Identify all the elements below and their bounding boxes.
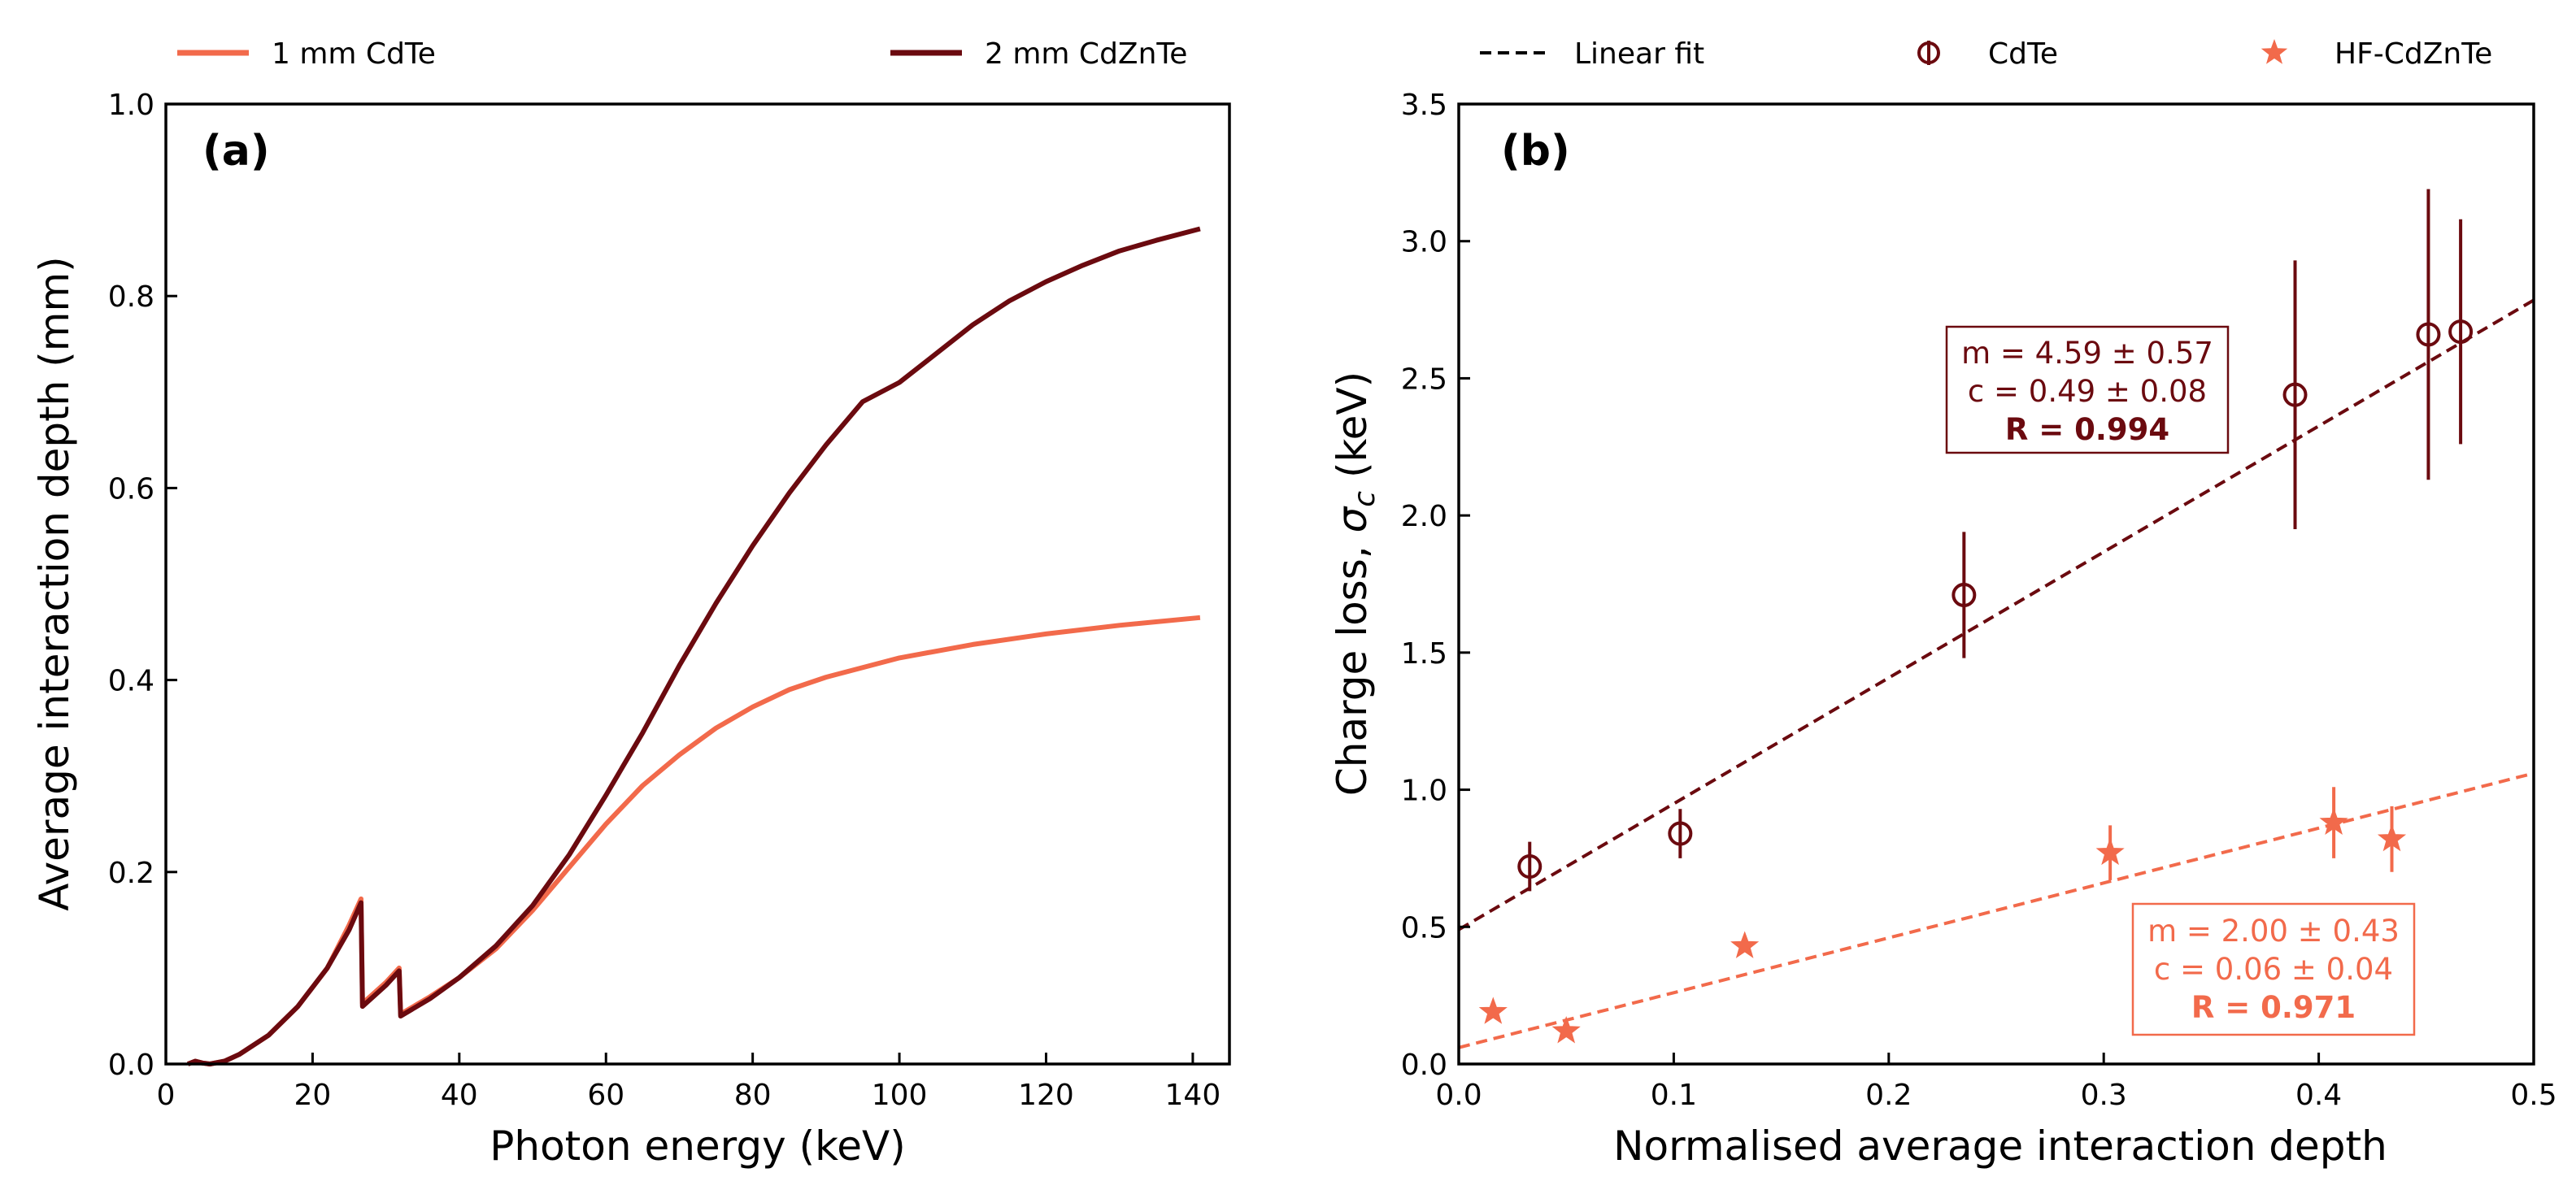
- fit-box-cdte-frame: [1945, 325, 2230, 454]
- legend-label-hf: HF-CdZnTe: [2334, 37, 2492, 71]
- legend-label-cdte: 1 mm CdTe: [272, 37, 436, 71]
- data-point-hf: [1551, 1016, 1581, 1044]
- x-tick-label-b: 0.1: [1651, 1079, 1697, 1112]
- curves-a: [187, 226, 1201, 1066]
- data-point-cdte: [1668, 821, 1693, 846]
- y-tick-label-a: 0.0: [108, 1049, 154, 1082]
- x-tick-label-b: 0.3: [2081, 1079, 2127, 1112]
- y-axis-title-a: Average interaction depth (mm): [31, 256, 78, 910]
- x-tick-label-b: 0.4: [2295, 1079, 2342, 1112]
- data-point-hf: [1478, 997, 1508, 1024]
- legend-label-fit: Linear fit: [1574, 37, 1704, 71]
- panel-label-a: (a): [202, 127, 270, 176]
- panel-b: Linear fit CdTe HF-CdZnTe 0.0 0.1 0.2 0.3 0.…: [1329, 37, 2557, 1170]
- fit-box-hf: m = 2.00 ± 0.43 c = 0.06 ± 0.04 R = 0.97…: [2131, 902, 2416, 1036]
- fit-box-cdte-r: R = 0.994: [2005, 412, 2169, 447]
- data-b: [1457, 189, 2535, 1049]
- data-point-cdte: [1517, 854, 1543, 879]
- data-point-cdte: [2448, 319, 2474, 345]
- ticks-b: 0.0 0.1 0.2 0.3 0.4 0.5 0.0 0.5 1.0 1.5 2.0 2.5 3.0 3…: [1401, 89, 2557, 1112]
- legend-marker-cdte: [1917, 41, 1940, 65]
- data-point-hf: [2095, 837, 2125, 866]
- x-axis-title-b: Normalised average interaction depth: [1613, 1123, 2387, 1170]
- panel-label-b: (b): [1501, 127, 1570, 176]
- data-point-cdte: [1952, 582, 1977, 607]
- plot-area-b: 0.0 0.1 0.2 0.3 0.4 0.5 0.0 0.5 1.0 1.5 2.0 2.5 3.0 3…: [1401, 89, 2557, 1112]
- x-axis-title-a: Photon energy (keV): [490, 1123, 905, 1170]
- panel-a: 1 mm CdTe 2 mm CdZnTe 0 20 40 60 80 100 120 140…: [31, 37, 1231, 1170]
- fit-box-hf-frame: [2131, 902, 2416, 1036]
- legend-circle: [1917, 41, 1940, 64]
- axes-frame-a: [164, 102, 1231, 1066]
- y-tick-label-b: 0.0: [1401, 1049, 1447, 1082]
- y-tick-label-b: 3.5: [1401, 89, 1447, 122]
- x-tick-label-a: 100: [872, 1079, 928, 1112]
- y-tick-label-a: 0.6: [108, 472, 154, 506]
- y-axis-title-b: Charge loss, σc (keV): [1329, 371, 1382, 796]
- y-tick-label-b: 3.0: [1401, 226, 1447, 259]
- fit-box-cdte-m: m = 4.59 ± 0.57: [1961, 336, 2213, 371]
- ticks-a: 0 20 40 60 80 100 120 140 0.0 0.2 0.4 0.6 0.8 1.0: [108, 89, 1221, 1112]
- x-tick-label-b: 0.0: [1435, 1079, 1482, 1112]
- x-tick-label-a: 120: [1018, 1079, 1074, 1112]
- y-tick-label-b: 2.0: [1401, 500, 1447, 533]
- y-tick-label-b: 1.5: [1401, 637, 1447, 671]
- axes-frame-b: [1457, 102, 2535, 1066]
- fit-box-hf-m: m = 2.00 ± 0.43: [2147, 914, 2400, 949]
- y-tick-label-a: 0.4: [108, 665, 154, 698]
- legend-a: 1 mm CdTe 2 mm CdZnTe: [177, 37, 1187, 71]
- fit-box-hf-r: R = 0.971: [2191, 990, 2356, 1025]
- fit-box-hf-c: c = 0.06 ± 0.04: [2154, 952, 2393, 987]
- data-point-hf: [2319, 807, 2348, 835]
- y-tick-label-b: 0.5: [1401, 911, 1447, 945]
- series-line-cdte: [187, 615, 1201, 1066]
- plot-area-a: 0 20 40 60 80 100 120 140 0.0 0.2 0.4 0.6 0.8 1.0 (a): [108, 89, 1231, 1112]
- fit-box-cdte: m = 4.59 ± 0.57 c = 0.49 ± 0.08 R = 0.99…: [1945, 325, 2230, 454]
- legend-marker-hf: [2261, 39, 2288, 64]
- series-line-czt: [187, 226, 1201, 1066]
- x-tick-label-a: 0: [157, 1079, 176, 1112]
- legend-star: [2261, 39, 2288, 64]
- legend-label-czt: 2 mm CdZnTe: [985, 37, 1187, 71]
- legend-b: Linear fit CdTe HF-CdZnTe: [1480, 37, 2492, 71]
- fit-box-cdte-c: c = 0.49 ± 0.08: [1968, 374, 2207, 409]
- y-tick-label-a: 0.2: [108, 857, 154, 890]
- data-point-cdte: [2416, 322, 2441, 347]
- y-tick-label-a: 1.0: [108, 89, 154, 122]
- y-tick-label-b: 2.5: [1401, 363, 1447, 396]
- x-tick-label-a: 60: [587, 1079, 624, 1112]
- x-tick-label-a: 140: [1165, 1079, 1221, 1112]
- data-point-hf: [2377, 823, 2407, 852]
- fit-line-circle: [1457, 298, 2535, 932]
- fit-line-star: [1458, 771, 2535, 1049]
- legend-label-cdte-b: CdTe: [1988, 37, 2058, 71]
- data-point-hf: [1730, 931, 1760, 958]
- x-tick-label-a: 20: [294, 1079, 332, 1112]
- y-tick-label-a: 0.8: [108, 280, 154, 314]
- data-point-cdte: [2282, 382, 2308, 407]
- x-tick-label-a: 80: [734, 1079, 772, 1112]
- x-tick-label-b: 0.5: [2510, 1079, 2556, 1112]
- x-tick-label-a: 40: [441, 1079, 478, 1112]
- y-tick-label-b: 1.0: [1401, 775, 1447, 808]
- x-tick-label-b: 0.2: [1865, 1079, 1912, 1112]
